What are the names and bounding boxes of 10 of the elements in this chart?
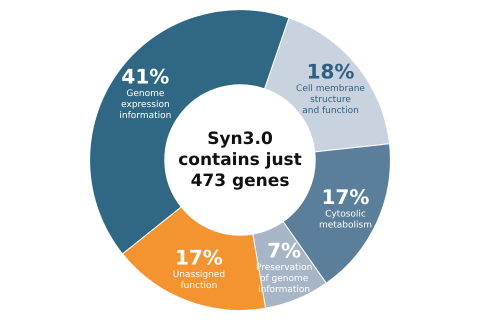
text: Syn3.0 contains just 473 genes: [178, 129, 302, 191]
data-label: 18%: [306, 59, 354, 84]
slice-label: Unassigned function: [172, 270, 226, 291]
data-label: 41%: [121, 64, 170, 89]
slice-label: Cell membrane structure and function: [296, 84, 366, 116]
data-label: 17%: [322, 184, 370, 209]
data-label: 17%: [174, 245, 223, 270]
slice-label: Cytosolic metabolism: [318, 209, 372, 230]
slice-label: Genome expression information: [119, 89, 172, 122]
data-label: 7%: [267, 238, 302, 263]
